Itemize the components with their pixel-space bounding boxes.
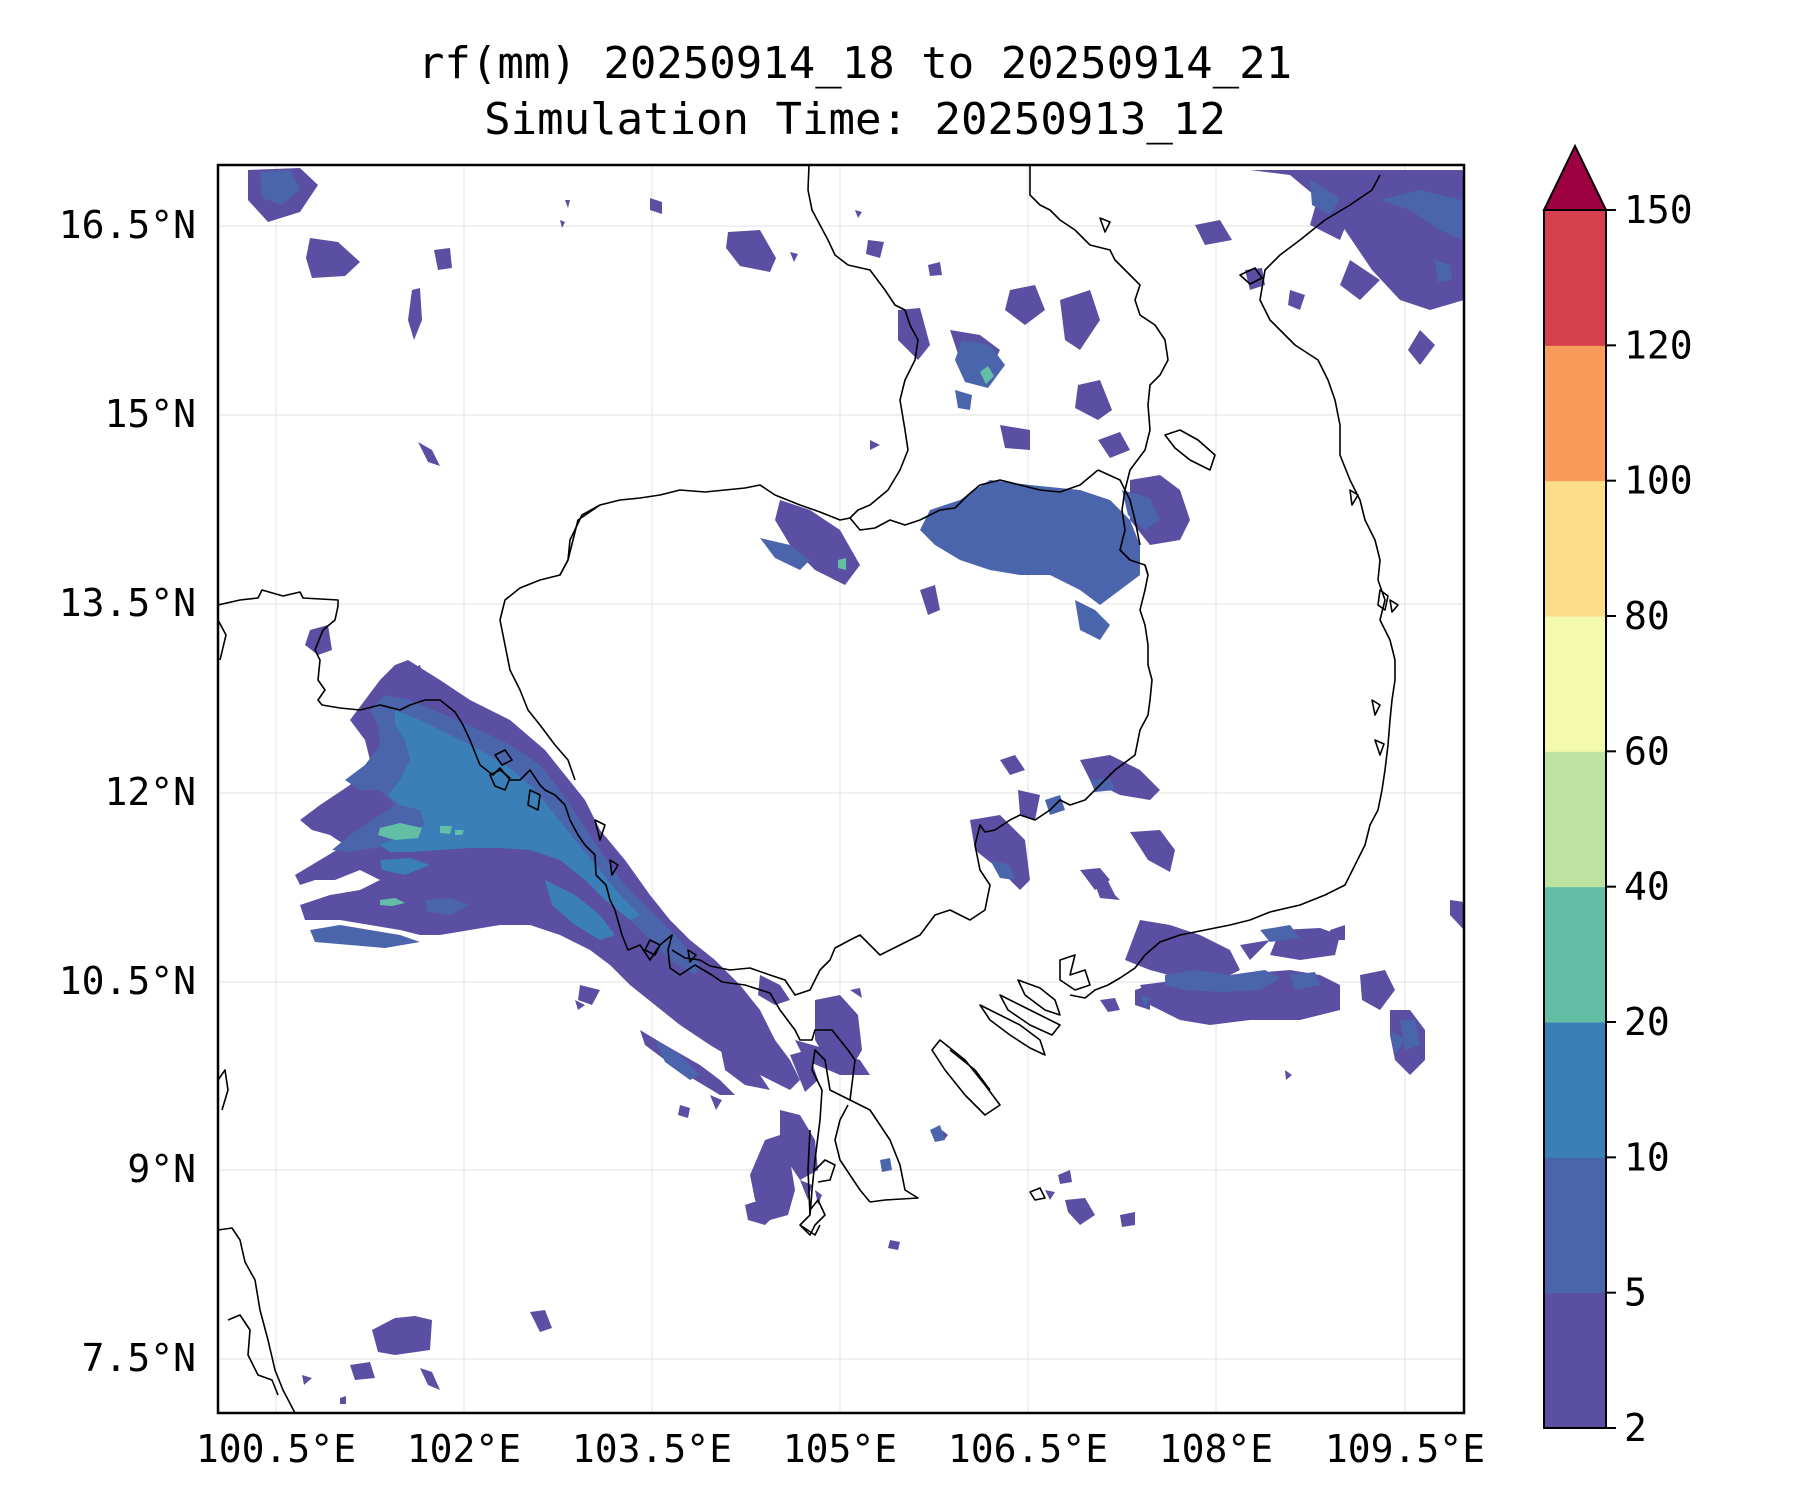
colorbar-segment xyxy=(1544,886,1606,1023)
lat-tick-label: 7.5°N xyxy=(82,1336,196,1380)
lon-tick-label: 103.5°E xyxy=(572,1427,732,1471)
lon-tick-label: 108°E xyxy=(1159,1427,1273,1471)
map-area xyxy=(218,165,1464,1413)
colorbar-extend-arrow xyxy=(1542,143,1608,211)
colorbar-tick-label: 80 xyxy=(1624,594,1670,638)
lat-tick-labels: 16.5°N 15°N 13.5°N 12°N 10.5°N 9°N 7.5°N xyxy=(59,203,196,1380)
colorbar-segment xyxy=(1544,1022,1606,1158)
lon-tick-label: 106.5°E xyxy=(948,1427,1108,1471)
colorbar-tick-label: 2 xyxy=(1624,1406,1647,1450)
rain-10-20mm xyxy=(380,710,640,940)
colorbar-segment xyxy=(1544,1157,1606,1294)
colorbar-ticks: 2 5 10 20 40 60 80 100 120 150 xyxy=(1606,188,1693,1450)
colorbar-segment xyxy=(1544,210,1606,346)
lon-tick-label: 100.5°E xyxy=(196,1427,356,1471)
colorbar-tick-label: 150 xyxy=(1624,188,1693,232)
lat-tick-label: 15°N xyxy=(104,392,196,436)
colorbar-frame xyxy=(1543,209,1607,1429)
lon-tick-label: 109.5°E xyxy=(1325,1427,1485,1471)
colorbar-segments xyxy=(1544,210,1606,1429)
lon-tick-label: 105°E xyxy=(783,1427,897,1471)
colorbar-tick-label: 60 xyxy=(1624,729,1670,773)
lat-tick-label: 9°N xyxy=(127,1147,196,1191)
lat-tick-label: 13.5°N xyxy=(59,581,196,625)
colorbar: 2 5 10 20 40 60 80 100 120 150 xyxy=(1542,143,1693,1450)
colorbar-segment xyxy=(1544,751,1606,888)
colorbar-tick-label: 100 xyxy=(1624,459,1693,503)
colorbar-tick-label: 120 xyxy=(1624,323,1693,367)
colorbar-tick-label: 5 xyxy=(1624,1271,1647,1315)
lat-tick-label: 16.5°N xyxy=(59,203,196,247)
lat-tick-label: 10.5°N xyxy=(59,959,196,1003)
colorbar-tick-label: 20 xyxy=(1624,1000,1670,1044)
chart-title: rf(mm) 20250914_18 to 20250914_21 xyxy=(417,38,1293,89)
lon-tick-labels: 100.5°E 102°E 103.5°E 105°E 106.5°E 108°… xyxy=(196,1427,1485,1471)
lon-tick-label: 102°E xyxy=(407,1427,521,1471)
map-frame xyxy=(216,163,1466,1415)
rain-20-40mm xyxy=(378,366,994,906)
coastlines-borders xyxy=(218,165,1399,1413)
colorbar-tick-label: 40 xyxy=(1624,865,1670,909)
colorbar-segment xyxy=(1544,480,1606,617)
colorbar-segment xyxy=(1544,616,1606,752)
colorbar-segment xyxy=(1544,345,1606,482)
colorbar-tick-label: 10 xyxy=(1624,1135,1670,1179)
chart-subtitle: Simulation Time: 20250913_12 xyxy=(484,94,1226,145)
colorbar-segment xyxy=(1544,1292,1606,1429)
lat-tick-label: 12°N xyxy=(104,770,196,814)
